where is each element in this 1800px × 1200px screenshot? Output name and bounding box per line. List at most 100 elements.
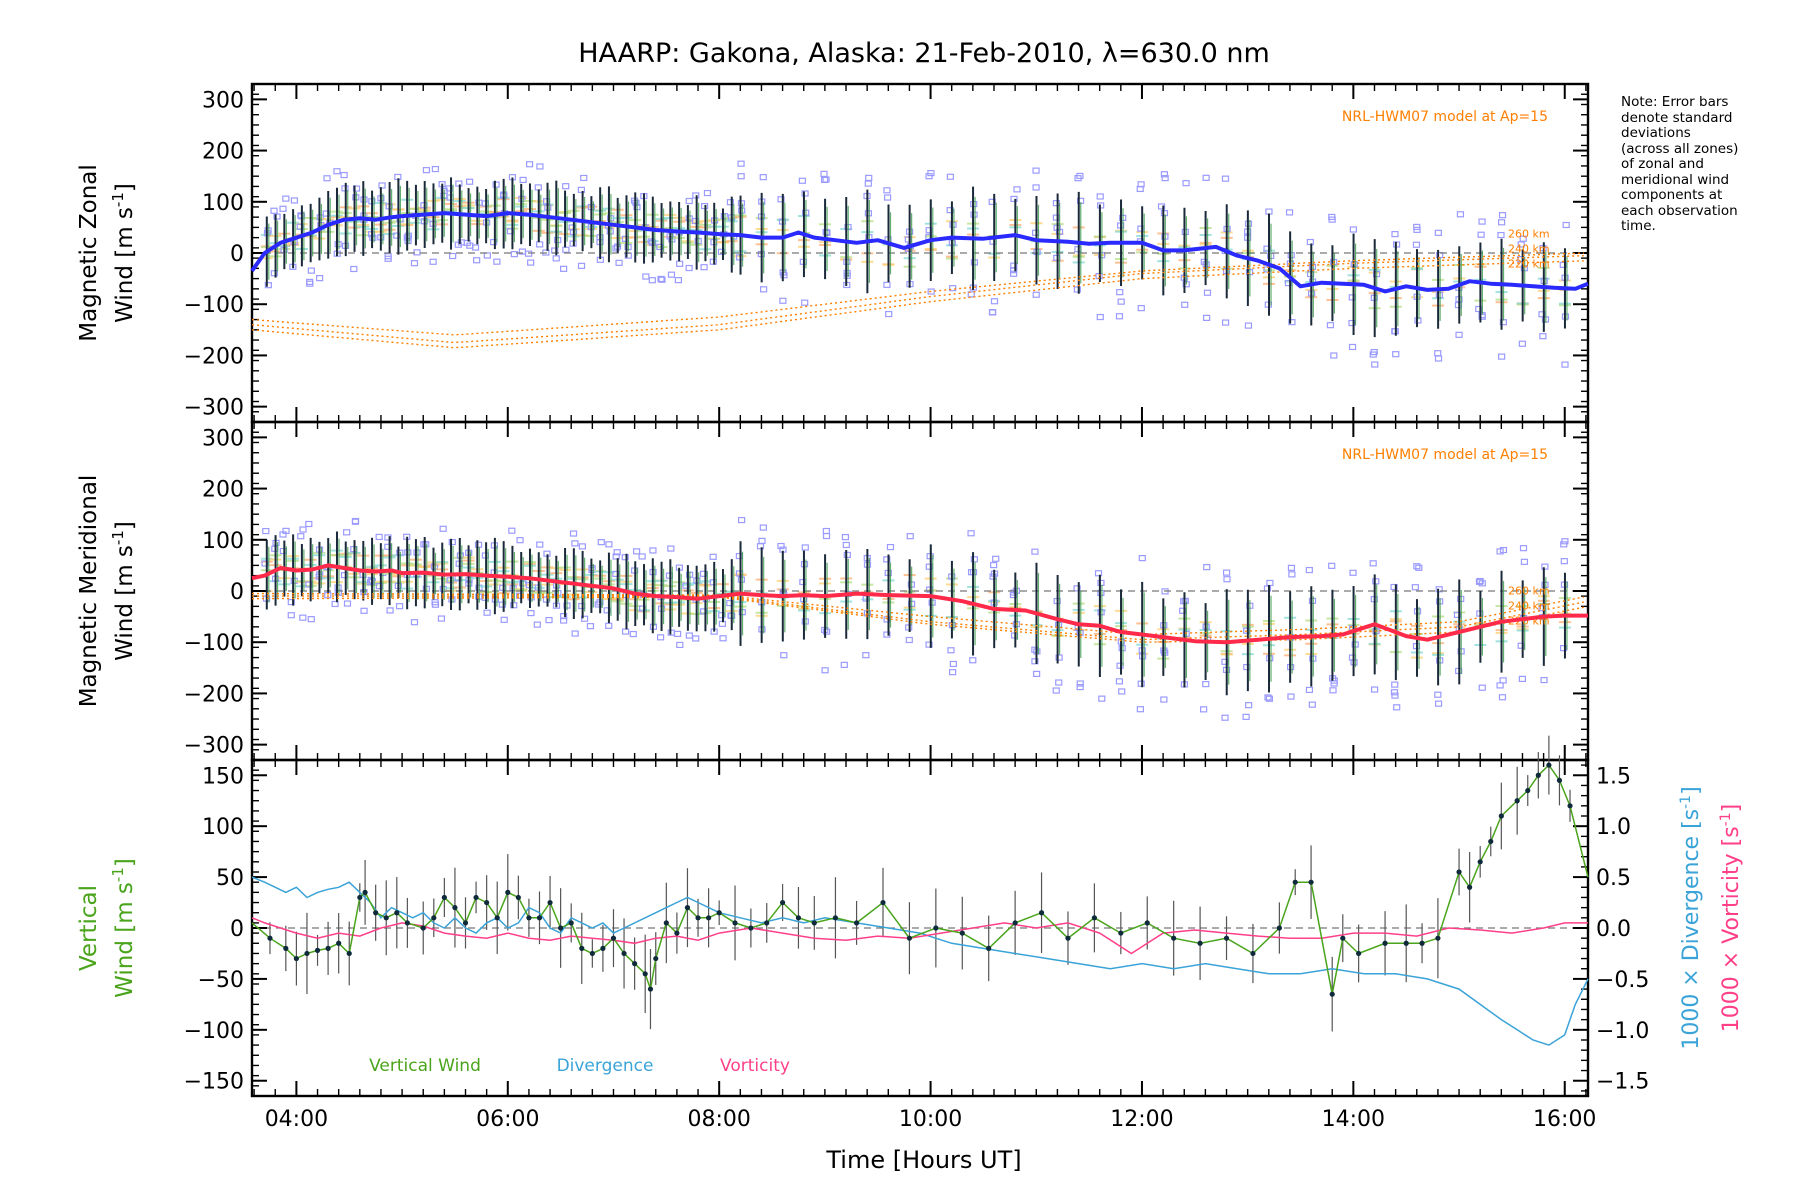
sample-square [510,251,518,258]
sample-square [1096,313,1104,321]
y-tick-label: 100 [202,815,244,840]
sample-square [1372,578,1380,585]
sample-square [1263,245,1271,252]
sample-square [1160,210,1169,217]
sample-square [534,184,542,191]
sample-square [1243,663,1251,671]
sample-square [299,526,307,533]
legend-entry: Vertical Wind [369,1056,481,1076]
sample-square [1497,231,1505,239]
sample-square [1349,226,1357,233]
sample-square [1391,681,1399,688]
sample-square [1435,291,1443,299]
sample-square [500,616,508,623]
sample-square [949,669,957,676]
y2-axis-label-divergence-close: ] [1679,786,1704,795]
sample-square [351,517,360,525]
vertical-wind-point [325,945,331,951]
sample-square [264,282,272,289]
sample-square [1266,579,1274,587]
sample-square [709,553,717,560]
vertical-wind-point [732,920,738,926]
sample-square [1244,322,1253,329]
sample-square [621,628,630,635]
sample-square [352,185,361,192]
model-label: NRL-HWM07 model at Ap=15 [1342,109,1548,125]
sample-square [483,609,491,616]
sample-square [1499,677,1507,684]
vertical-wind-point [452,905,458,911]
sample-square [925,641,933,648]
sample-square [1411,584,1419,591]
sample-square [1160,696,1168,703]
sample-square [1287,693,1295,700]
sample-square [1161,175,1169,182]
y-tick-label: 100 [202,191,244,216]
vertical-wind-point [494,915,500,921]
sample-square [657,275,665,283]
sample-square [864,210,873,217]
sample-square [992,555,1000,562]
y-tick-label: 300 [202,88,244,113]
y-axis-label-close: ] [112,183,138,192]
sample-square [360,607,368,614]
y2-tick-label: −0.5 [1596,968,1649,993]
sample-square [799,578,807,586]
sample-square [1055,679,1063,686]
sample-square [1478,218,1486,225]
sample-square [1519,545,1528,552]
vertical-wind-point [1171,935,1177,941]
vertical-wind-point [1556,777,1563,783]
sample-square [777,542,785,550]
sample-square [777,196,785,203]
sample-square [290,197,298,204]
sample-square [738,207,746,214]
sample-square [1413,563,1421,570]
sample-square [1221,658,1229,665]
sample-square [350,265,358,273]
sample-square [1287,564,1296,571]
y-tick-label: −100 [184,293,244,318]
sample-square [629,630,637,638]
sample-square [737,516,746,524]
vertical-wind-point [1546,762,1552,768]
sample-square [545,616,553,624]
sample-square [884,194,892,201]
y-axis-label-text: Wind [m s [112,882,138,998]
vertical-wind-point [346,950,352,957]
sample-square [1202,174,1210,181]
y-axis-label-sup: -1 [109,192,127,207]
sample-square [536,163,544,170]
sample-square [1496,682,1504,689]
y2-axis-label-divergence-sup: -1 [1678,795,1694,809]
sample-square [1097,579,1105,586]
sample-square [297,533,305,540]
y-axis-label-line2: Wind [m s-1] [109,183,138,323]
y-tick-label: 0 [230,917,244,942]
x-tick-label: 06:00 [476,1107,539,1132]
sample-square [562,183,570,190]
sample-square [307,267,315,274]
sample-square [1413,226,1421,233]
sample-square [676,260,684,267]
vertical-wind-point [1197,940,1203,946]
sample-square [316,275,324,282]
chart-title: HAARP: Gakona, Alaska: 21-Feb-2010, λ=63… [578,38,1270,69]
model-curve [251,252,1584,336]
sample-square [1012,621,1020,628]
sample-square [758,537,766,544]
vertical-wind-point [832,915,839,921]
sample-square [429,258,437,265]
y-axis-label-text: Wind [m s [112,207,138,323]
y2-tick-label: 0.5 [1596,866,1631,891]
sample-square [1116,289,1124,296]
note-line: time. [1621,218,1656,234]
sample-square [1136,185,1144,193]
sample-square [1055,654,1063,661]
sample-square [1203,289,1212,296]
sample-square [568,224,576,231]
model-altitude-label: 260 km [1508,584,1550,597]
sample-square [1518,340,1526,347]
vertical-wind-point [420,925,426,931]
sample-square [756,543,765,550]
